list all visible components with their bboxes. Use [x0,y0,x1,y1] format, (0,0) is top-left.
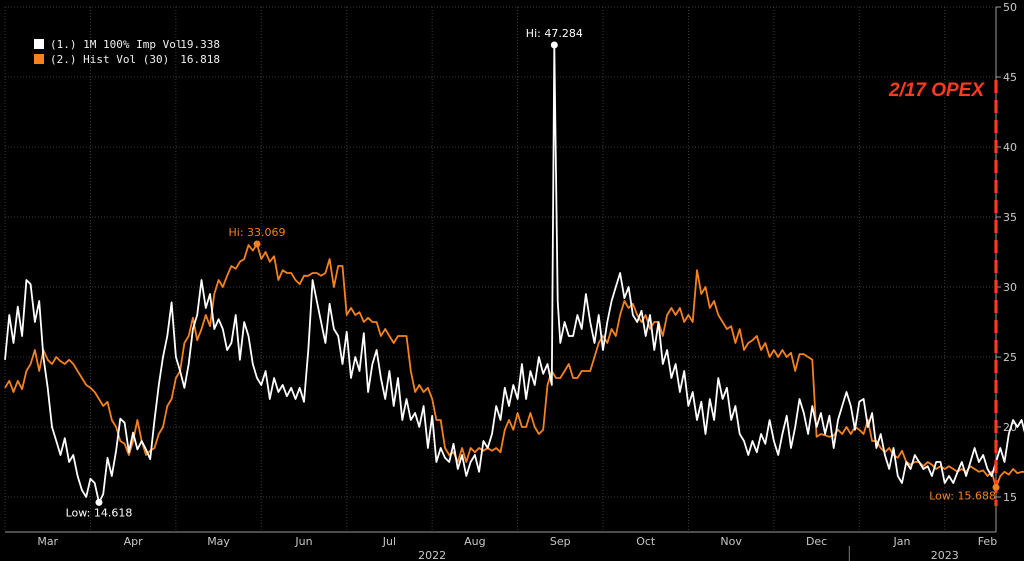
legend-value-1: 19.338 [180,38,220,51]
y-tick-label: 45 [1003,71,1017,84]
y-tick-label: 50 [1003,1,1017,14]
chart-annotations: 2/17 OPEX Hi: 47.284 Low: 14.618 Hi: 33.069… [66,27,1000,519]
y-tick-label: 25 [1003,351,1017,364]
chart-series [4,43,1024,504]
x-tick-label: Dec [806,535,827,548]
annotation-dot [992,483,1000,491]
y-tick-label: 40 [1003,141,1017,154]
year-label: 2023 [931,549,959,561]
legend-value-2: 16.818 [180,53,220,66]
y-tick-label: 15 [1003,491,1017,504]
legend-swatch-1 [34,39,44,49]
legend-name-2: (2.) Hist Vol (30) [50,53,169,66]
legend-name-1: (1.) 1M 100% Imp Vol [50,38,182,51]
x-tick-label: Aug [464,535,485,548]
annotation-dot [95,498,103,506]
annotation-label: Low: 14.618 [66,506,133,519]
x-tick-label: Mar [37,535,58,548]
x-tick-label: Jan [893,535,911,548]
x-tick-label: Nov [720,535,742,548]
year-label: 2022 [418,549,446,561]
x-tick-label: Sep [550,535,571,548]
y-tick-label: 30 [1003,281,1017,294]
annotation-dot [253,240,261,248]
annotation-label: Hi: 33.069 [229,226,286,239]
annotation-label: Low: 15.688 [929,489,996,502]
annotation-label: Hi: 47.284 [526,27,583,40]
x-tick-label: Oct [636,535,656,548]
chart-grid [4,6,996,532]
annotation-dot [550,41,558,49]
legend-swatch-2 [34,54,44,64]
opex-marker-label: 2/17 OPEX [888,80,985,101]
x-tick-label: May [207,535,230,548]
y-tick-label: 35 [1003,211,1017,224]
x-tick-label: Jul [382,535,396,548]
x-tick-label: Feb [978,535,997,548]
x-tick-label: Apr [124,535,144,548]
x-tick-label: Jun [294,535,312,548]
series-line-2 [4,243,1024,489]
series-line-1 [4,43,1024,504]
